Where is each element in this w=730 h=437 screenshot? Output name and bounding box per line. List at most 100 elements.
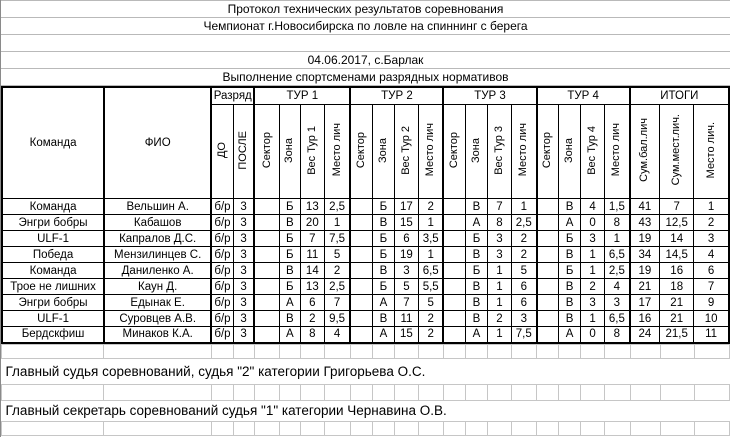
cell-tur4-ves: 4 (580, 198, 606, 215)
cell-tur2-sektor (349, 294, 373, 311)
cell-tur3-ves: 3 (486, 230, 513, 247)
cell-razryad-do: б/р (210, 198, 234, 215)
cell-tur3-zona: Б (464, 262, 489, 279)
cell-tur4-mesto: 1 (604, 230, 631, 247)
cell-tur4-zona: Б (558, 262, 582, 279)
table-row: Энгри бобры Кабашов б/р 3 В 20 1 В 15 1 А 8 2,5 А 0 8 43… (1, 214, 730, 231)
cell-tur1-sektor (253, 294, 280, 311)
grid-cell (629, 343, 661, 359)
grid-cell (443, 420, 467, 436)
grid-cell (604, 343, 631, 359)
cell-tur1-zona: А (278, 326, 301, 343)
table-row: Энгри бобры Едынак Е. б/р 3 А 6 7 А 7 5 В 1 6 В 3 3 17 21… (1, 294, 730, 311)
cell-itogi-sum-mest: 21 (659, 310, 695, 327)
cell-tur2-sektor (349, 262, 373, 279)
grid-cell (659, 343, 695, 359)
cell-tur1-ves: 2 (299, 310, 325, 327)
cell-tur4-zona: А (558, 214, 582, 231)
subheader-tur2-sektor: Сектор (355, 131, 368, 169)
grid-cell (465, 383, 489, 401)
cell-razryad-do: б/р (210, 294, 234, 311)
grid-cell (659, 420, 695, 436)
cell-tur2-mesto: 1 (417, 214, 444, 231)
cell-tur3-mesto: 3 (511, 310, 538, 327)
grid-cell (278, 383, 301, 401)
grid-cell (580, 343, 606, 359)
cell-tur3-ves: 1 (486, 278, 513, 295)
grid-cell (629, 383, 661, 401)
cell-tur2-mesto: 5 (417, 294, 444, 311)
cell-tur2-zona: Б (371, 246, 395, 263)
subheader-tur3-zona: Зона (469, 137, 482, 163)
grid-cell (349, 420, 373, 436)
grid-cell (558, 343, 582, 359)
cell-tur1-sektor (253, 246, 280, 263)
cell-fio: Минаков К.А. (103, 326, 212, 343)
cell-tur1-mesto: 2,5 (323, 278, 351, 295)
cell-team: ULF-1 (1, 310, 105, 327)
cell-tur2-ves: 17 (393, 198, 419, 215)
cell-tur4-sektor (535, 230, 560, 247)
cell-tur3-sektor (442, 278, 466, 295)
cell-tur4-ves: 3 (580, 230, 606, 247)
subheader-tur1-ves: Вес Тур 1 (305, 125, 318, 175)
cell-team: Энгри бобры (1, 294, 105, 311)
grid-cell (299, 420, 325, 436)
cell-tur1-zona: В (278, 214, 301, 231)
cell-tur4-ves: 1 (580, 310, 606, 327)
cell-tur1-sektor (253, 230, 280, 247)
cell-itogi-mesto: 7 (693, 278, 730, 295)
grid-cell (349, 343, 373, 359)
cell-razryad-do: б/р (210, 326, 234, 343)
cell-tur2-mesto: 6,5 (417, 262, 444, 279)
cell-tur4-mesto: 6,5 (604, 310, 631, 327)
cell-tur2-mesto: 2 (417, 198, 444, 215)
cell-fio: Вельшин А. (103, 198, 212, 215)
subheader-itogi-mesto: Место лич. (704, 121, 717, 179)
cell-tur4-ves: 1 (580, 246, 606, 263)
grid-cell (103, 420, 212, 436)
cell-tur2-zona: Б (371, 198, 395, 215)
cell-tur1-sektor (253, 326, 280, 343)
cell-tur2-sektor (349, 198, 373, 215)
cell-tur2-ves: 6 (393, 230, 419, 247)
cell-tur3-zona: В (464, 294, 489, 311)
subheader-tur3-mesto: Место лич (517, 123, 530, 177)
table-row: Команда Даниленко А. б/р 3 В 14 2 В 3 6,5 Б 1 5 Б 1 2,5… (1, 262, 730, 279)
table-row: ULF-1 Суровцев А.В. б/р 3 В 2 9,5 В 11 2 В 2 3 В 1 6,5 1… (1, 310, 730, 327)
cell-razryad-posle: 3 (232, 326, 255, 343)
grid-cell (371, 383, 395, 401)
cell-itogi-mesto: 2 (693, 214, 730, 231)
cell-razryad-do: б/р (210, 310, 234, 327)
cell-tur2-zona: Б (371, 230, 395, 247)
cell-tur1-zona: В (278, 262, 301, 279)
cell-tur4-sektor (535, 294, 560, 311)
header-tur-2: ТУР 2 (349, 86, 444, 105)
cell-tur2-sektor (349, 278, 373, 295)
judge-line: Главный судья соревнований, судья "2" ка… (1, 357, 730, 385)
grid-cell (299, 343, 325, 359)
footer-grid-body: Главный судья соревнований, судья "2" ка… (1, 343, 730, 436)
grid-cell (418, 383, 445, 401)
cell-tur4-sektor (535, 198, 560, 215)
cell-team: Бердскфиш (1, 326, 105, 343)
cell-tur4-sektor (535, 326, 560, 343)
header-tur-4: ТУР 4 (535, 86, 631, 105)
subheader-razryad-posle: ПОСЛЕ (237, 130, 250, 170)
cell-tur3-sektor (442, 326, 466, 343)
cell-tur2-ves: 15 (393, 214, 419, 231)
cell-tur4-mesto: 4 (604, 278, 631, 295)
cell-itogi-sum-mest: 18 (659, 278, 695, 295)
cell-fio: Каун Д. (103, 278, 212, 295)
cell-tur3-zona: В (464, 246, 489, 263)
cell-tur2-sektor (349, 230, 373, 247)
cell-tur4-zona: В (558, 198, 582, 215)
grid-cell (323, 383, 351, 401)
grid-cell (536, 383, 560, 401)
cell-tur3-ves: 1 (486, 294, 513, 311)
cell-tur3-ves: 1 (486, 262, 513, 279)
cell-team: ULF-1 (1, 230, 105, 247)
cell-tur4-mesto: 6,5 (604, 246, 631, 263)
cell-tur1-sektor (253, 262, 280, 279)
grid-cell (511, 420, 538, 436)
